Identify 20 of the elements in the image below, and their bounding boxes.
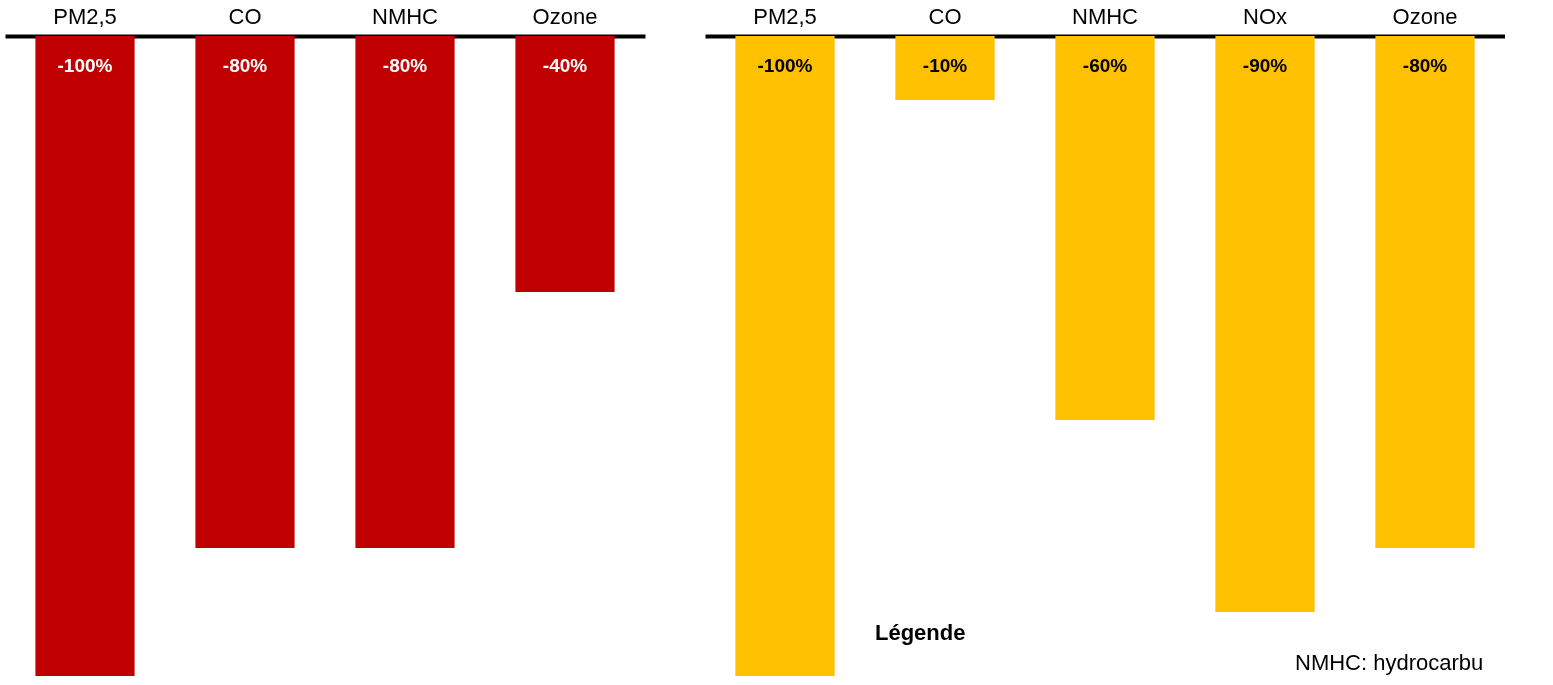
- data-label: -90%: [1242, 55, 1288, 76]
- annotation: NMHC: hydrocarbu: [1295, 650, 1484, 675]
- x-tick-label: CO: [928, 3, 962, 29]
- x-tick-label: NMHC: [372, 3, 439, 29]
- annotation: Légende: [875, 620, 966, 645]
- data-label: -10%: [922, 55, 968, 76]
- data-label: -100%: [757, 55, 813, 76]
- data-label: -80%: [382, 55, 428, 76]
- x-tick-label: NOx: [1243, 3, 1287, 29]
- x-tick-label: PM2,5: [753, 3, 817, 29]
- data-label: -80%: [222, 55, 268, 76]
- x-tick-label: PM2,5: [53, 3, 117, 29]
- data-label: -40%: [542, 55, 588, 76]
- data-label: -80%: [1402, 55, 1448, 76]
- x-tick-label: Ozone: [532, 3, 598, 29]
- data-label: -60%: [1082, 55, 1128, 76]
- data-label: -100%: [57, 55, 113, 76]
- x-tick-label: CO: [228, 3, 262, 29]
- x-tick-label: NMHC: [1072, 3, 1139, 29]
- x-tick-label: Ozone: [1392, 3, 1458, 29]
